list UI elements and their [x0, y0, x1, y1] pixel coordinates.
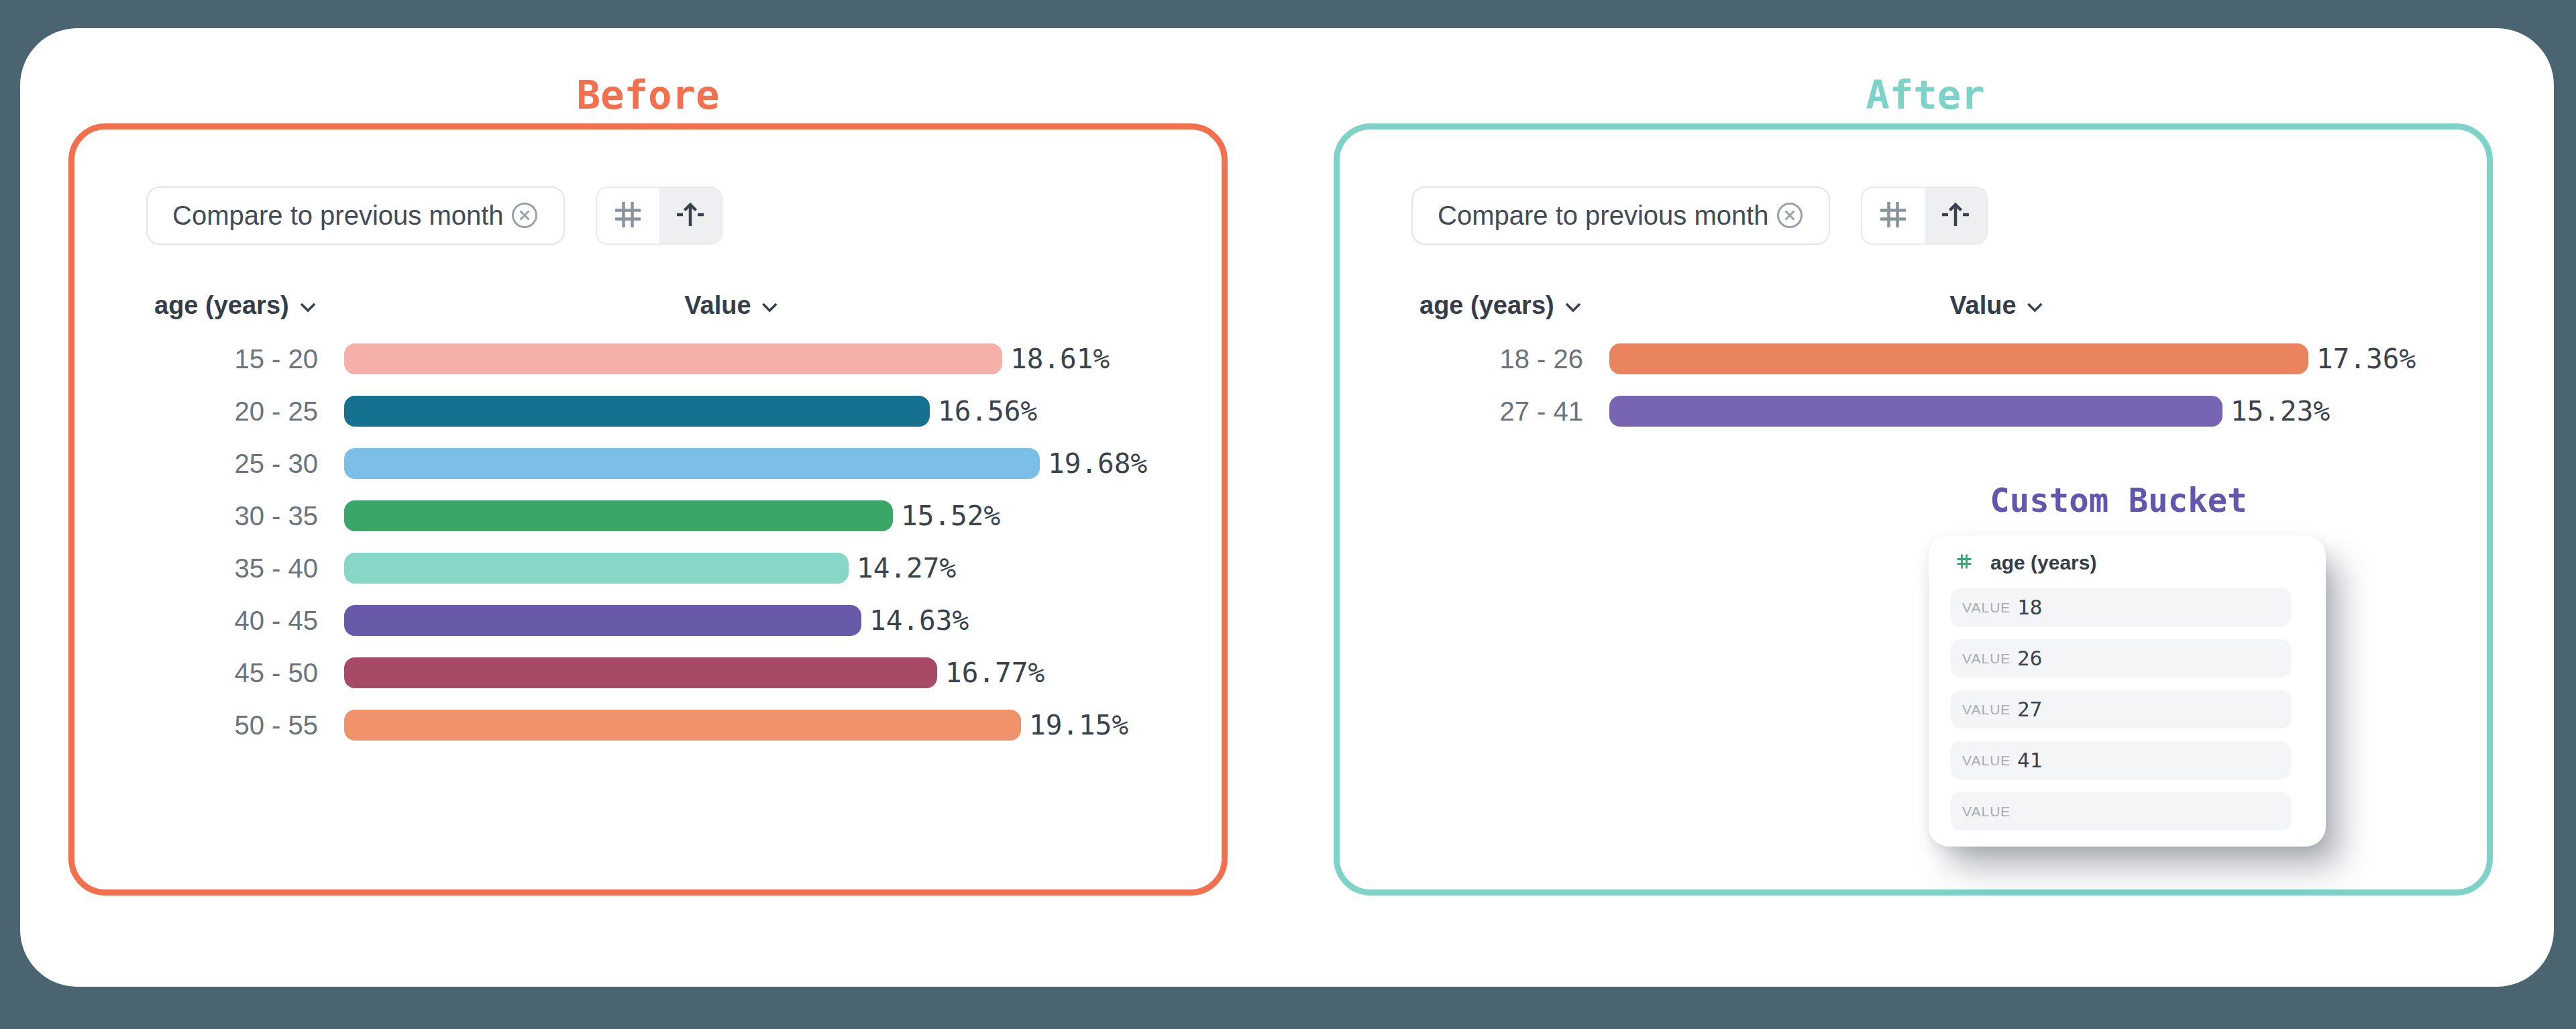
chart-row: 50 - 55 19.15%: [68, 699, 1228, 751]
display-toggle-group: [596, 186, 722, 245]
custom-bucket-title: Custom Bucket: [1990, 483, 2247, 519]
arrow-up-icon: [674, 197, 706, 235]
custom-bucket-value-row[interactable]: VALUE18: [1951, 588, 2291, 627]
custom-bucket-value-row[interactable]: VALUE26: [1951, 639, 2291, 678]
value-label: 16.77%: [945, 647, 1044, 699]
custom-bucket-value-row[interactable]: VALUE41: [1951, 741, 2291, 779]
numeric-format-button[interactable]: [1862, 188, 1925, 243]
value-field-input[interactable]: 27: [2017, 690, 2042, 728]
before-title: Before: [576, 74, 719, 117]
value-label: 17.36%: [2316, 333, 2416, 385]
hash-icon: [1955, 553, 1973, 573]
bar[interactable]: [1609, 343, 2308, 374]
value-label: 15.52%: [901, 490, 1000, 542]
measure-header-label: Value: [1949, 291, 2016, 320]
main-card: Before Compare to previous month: [20, 28, 2554, 987]
category-label: 40 - 45: [68, 594, 318, 647]
filter-chip-label: Compare to previous month: [172, 188, 504, 243]
value-label: 18.61%: [1010, 333, 1110, 385]
category-label: 45 - 50: [68, 647, 318, 699]
after-title: After: [1866, 74, 1985, 117]
bar[interactable]: [344, 553, 849, 584]
measure-header-label: Value: [684, 291, 751, 320]
chart-row: 45 - 50 16.77%: [68, 647, 1228, 699]
before-box: Compare to previous month age: [68, 123, 1228, 896]
bar[interactable]: [344, 605, 861, 636]
chart-row: 27 - 41 15.23%: [1334, 385, 2493, 437]
custom-bucket-value-row[interactable]: VALUE27: [1951, 690, 2291, 728]
category-label: 15 - 20: [68, 333, 318, 385]
value-field-label: VALUE: [1962, 639, 2010, 678]
value-label: 19.15%: [1029, 699, 1128, 751]
after-panel: After Compare to previous month: [1334, 28, 2493, 900]
chevron-down-icon: [761, 291, 780, 320]
custom-bucket-field-label: age (years): [1990, 551, 2096, 574]
category-label: 50 - 55: [68, 699, 318, 751]
chart-row: 25 - 30 19.68%: [68, 437, 1228, 490]
chevron-down-icon: [299, 291, 317, 320]
bar[interactable]: [344, 448, 1040, 479]
sort-bars-button[interactable]: [1925, 188, 1987, 243]
category-label: 30 - 35: [68, 490, 318, 542]
filter-chip[interactable]: Compare to previous month: [1411, 186, 1830, 245]
value-label: 14.27%: [857, 542, 956, 594]
custom-bucket-card: age (years) VALUE18VALUE26VALUE27VALUE41…: [1929, 535, 2326, 847]
column-header-dimension[interactable]: age (years): [1419, 290, 1582, 321]
value-field-input[interactable]: 18: [2017, 588, 2042, 627]
arrow-up-icon: [1939, 197, 1972, 235]
display-toggle-group: [1861, 186, 1988, 245]
custom-bucket-value-row[interactable]: VALUE: [1951, 792, 2291, 830]
value-field-label: VALUE: [1962, 690, 2010, 728]
after-box: Compare to previous month age: [1334, 123, 2493, 896]
value-field-input[interactable]: 41: [2017, 741, 2042, 779]
x-circle-icon[interactable]: [511, 202, 538, 229]
category-label: 27 - 41: [1334, 385, 1583, 437]
chart-row: 15 - 20 18.61%: [68, 333, 1228, 385]
column-header-dimension[interactable]: age (years): [154, 290, 317, 321]
numeric-format-button[interactable]: [597, 188, 659, 243]
hash-icon: [1877, 199, 1909, 233]
chart-row: 20 - 25 16.56%: [68, 385, 1228, 437]
value-label: 16.56%: [938, 385, 1037, 437]
bar[interactable]: [344, 343, 1002, 374]
dimension-header-label: age (years): [154, 291, 289, 320]
chevron-down-icon: [2026, 291, 2045, 320]
bar[interactable]: [344, 396, 930, 427]
bar[interactable]: [344, 500, 893, 531]
value-field-label: VALUE: [1962, 588, 2010, 627]
chart-row: 18 - 26 17.36%: [1334, 333, 2493, 385]
custom-bucket-field: age (years): [1955, 550, 2096, 576]
dimension-header-label: age (years): [1419, 291, 1554, 320]
category-label: 35 - 40: [68, 542, 318, 594]
chevron-down-icon: [1564, 291, 1582, 320]
category-label: 18 - 26: [1334, 333, 1583, 385]
sort-bars-button[interactable]: [659, 188, 722, 243]
x-circle-icon[interactable]: [1776, 202, 1803, 229]
value-label: 14.63%: [869, 594, 969, 647]
column-header-measure[interactable]: Value: [1949, 290, 2044, 321]
filter-chip-label: Compare to previous month: [1438, 188, 1769, 243]
bar[interactable]: [344, 657, 937, 688]
value-label: 15.23%: [2231, 385, 2330, 437]
before-panel: Before Compare to previous month: [68, 28, 1228, 900]
filter-chip[interactable]: Compare to previous month: [146, 186, 565, 245]
bar[interactable]: [344, 710, 1021, 741]
column-header-measure[interactable]: Value: [684, 290, 779, 321]
bar[interactable]: [1609, 396, 2222, 427]
value-field-label: VALUE: [1962, 741, 2010, 779]
chart-row: 30 - 35 15.52%: [68, 490, 1228, 542]
category-label: 25 - 30: [68, 437, 318, 490]
value-field-input[interactable]: 26: [2017, 639, 2042, 678]
value-label: 19.68%: [1048, 437, 1147, 490]
category-label: 20 - 25: [68, 385, 318, 437]
chart-row: 40 - 45 14.63%: [68, 594, 1228, 647]
value-field-label: VALUE: [1962, 792, 2010, 830]
hash-icon: [612, 199, 644, 233]
chart-row: 35 - 40 14.27%: [68, 542, 1228, 594]
